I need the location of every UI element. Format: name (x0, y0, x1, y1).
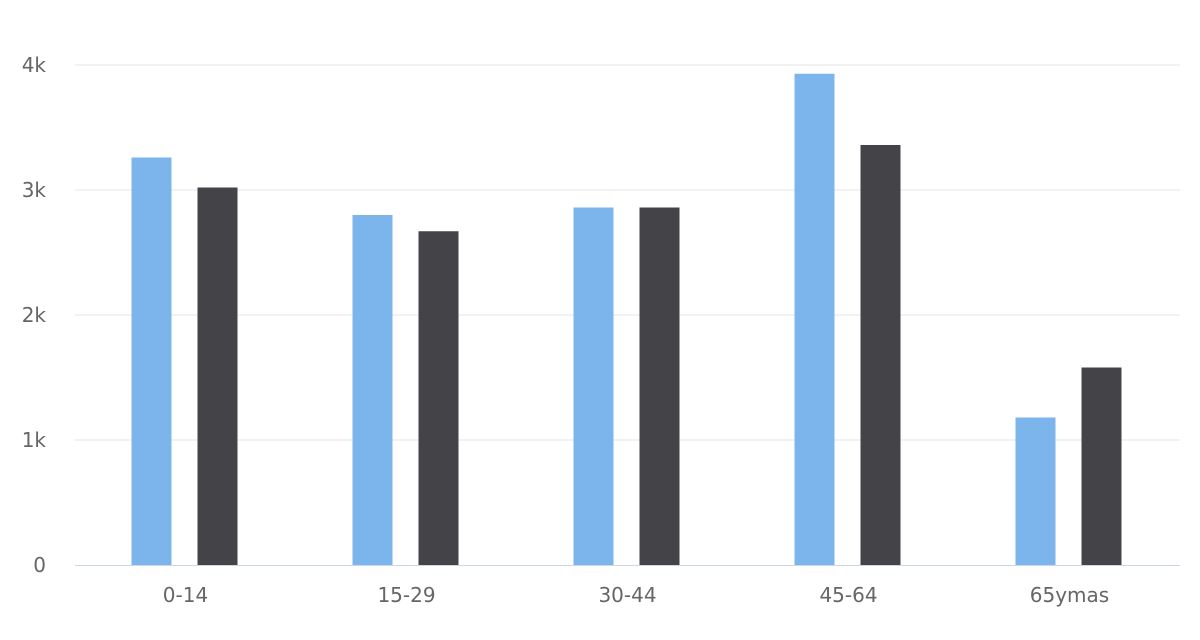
x-tick-label: 45-64 (819, 583, 877, 607)
bar-series-2-0-14[interactable] (197, 187, 238, 566)
bar-series-1-45-64[interactable] (794, 73, 835, 565)
x-axis-tick-labels: 0-14 15-29 30-44 45-64 65ymas (163, 583, 1109, 607)
bar-series-2-45-64[interactable] (860, 145, 901, 565)
y-tick-label: 4k (22, 53, 47, 77)
grid-lines (75, 64, 1180, 441)
bars (131, 73, 1122, 566)
y-axis-tick-labels: 0 1k 2k 3k 4k (22, 53, 47, 577)
x-tick-label: 30-44 (598, 583, 656, 607)
x-tick-label: 0-14 (163, 583, 208, 607)
bar-series-1-30-44[interactable] (573, 207, 614, 566)
x-tick-label: 65ymas (1030, 583, 1109, 607)
y-tick-label: 2k (22, 303, 47, 327)
y-tick-label: 1k (22, 428, 47, 452)
bar-series-1-15-29[interactable] (352, 215, 393, 565)
bar-series-2-15-29[interactable] (418, 231, 459, 565)
y-tick-label: 3k (22, 178, 47, 202)
x-tick-label: 15-29 (377, 583, 435, 607)
bar-series-2-65ymas[interactable] (1081, 367, 1122, 566)
bar-series-2-30-44[interactable] (639, 207, 680, 566)
bar-series-1-0-14[interactable] (131, 157, 172, 566)
bar-series-1-65ymas[interactable] (1015, 417, 1056, 566)
y-tick-label: 0 (33, 553, 46, 577)
